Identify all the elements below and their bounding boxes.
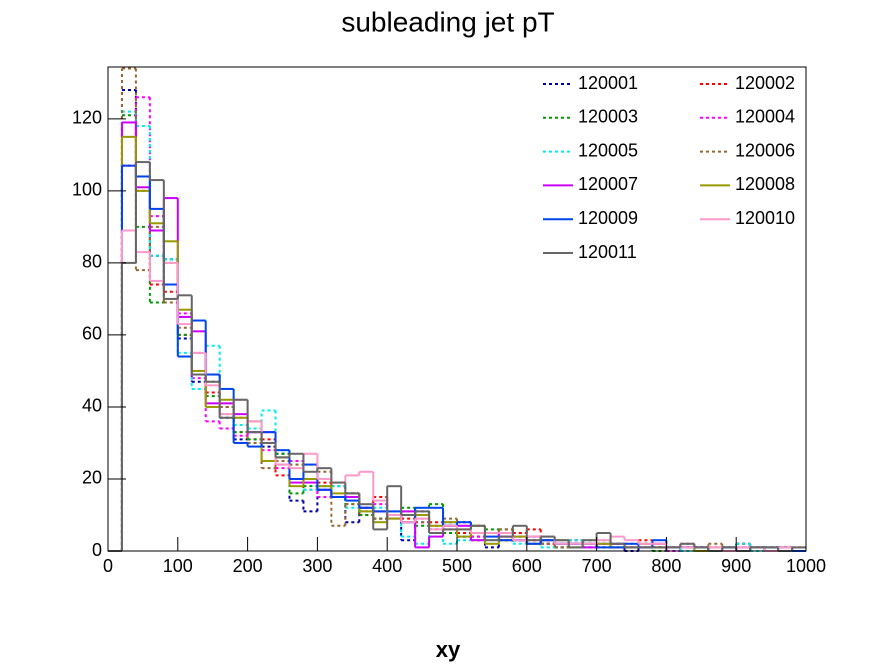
histogram-series <box>108 89 806 552</box>
y-tick-label: 20 <box>82 468 102 488</box>
legend-label: 120010 <box>735 208 795 228</box>
x-tick-label: 600 <box>512 556 542 576</box>
histogram-series <box>108 229 806 552</box>
x-tick-label: 200 <box>233 556 263 576</box>
x-tick-label: 1000 <box>786 556 826 576</box>
x-tick-label: 100 <box>163 556 193 576</box>
histogram-series <box>108 96 806 552</box>
histogram-series <box>108 67 806 552</box>
histogram-series <box>108 135 806 552</box>
y-tick-label: 40 <box>82 396 102 416</box>
plot-area <box>108 67 806 552</box>
y-tick-label: 100 <box>72 180 102 200</box>
histogram-series <box>108 114 806 552</box>
histogram-series <box>108 164 806 552</box>
y-tick-label: 80 <box>82 252 102 272</box>
legend-label: 120004 <box>735 107 795 127</box>
plot-frame <box>107 66 807 552</box>
chart-title: subleading jet pT <box>341 6 554 37</box>
histogram-series <box>108 110 806 552</box>
x-tick-label: 800 <box>651 556 681 576</box>
legend-label: 120001 <box>578 73 638 93</box>
histogram-series <box>108 164 806 552</box>
histogram-series <box>108 161 806 552</box>
y-tick-label: 0 <box>92 540 102 560</box>
legend-label: 120008 <box>735 174 795 194</box>
x-tick-label: 700 <box>582 556 612 576</box>
x-tick-label: 400 <box>372 556 402 576</box>
legend-label: 120009 <box>578 208 638 228</box>
x-tick-label: 0 <box>103 556 113 576</box>
legend-label: 120011 <box>578 242 637 262</box>
legend-label: 120006 <box>735 140 795 160</box>
legend-label: 120007 <box>578 174 638 194</box>
y-tick-label: 60 <box>82 324 102 344</box>
x-tick-label: 300 <box>302 556 332 576</box>
x-tick-label: 500 <box>442 556 472 576</box>
legend-label: 120003 <box>578 107 638 127</box>
x-tick-label: 900 <box>721 556 751 576</box>
y-tick-label: 120 <box>72 108 102 128</box>
x-axis-label: xy <box>436 637 461 662</box>
legend: 120001 120002 120003 120004 120005 120006 1200… <box>543 73 795 262</box>
legend-label: 120002 <box>735 73 795 93</box>
histogram-series <box>108 121 806 552</box>
legend-label: 120005 <box>578 140 638 160</box>
